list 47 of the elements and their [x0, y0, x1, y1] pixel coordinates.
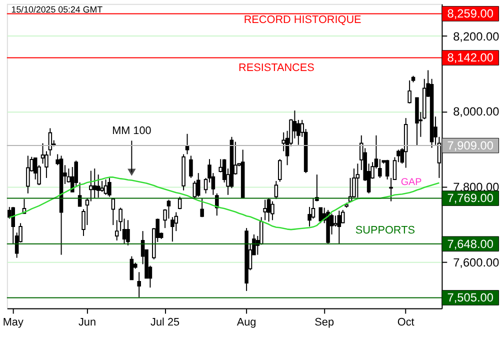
ref-line-label: 8,142.00 [447, 50, 494, 65]
candlestick [40, 142, 45, 164]
candlestick [270, 200, 274, 221]
ref-line-label: 7,909.00 [447, 138, 494, 153]
candlestick [266, 198, 271, 222]
candlestick [26, 155, 30, 194]
candlestick [196, 172, 200, 198]
x-tick-label: Aug [236, 316, 256, 329]
annotation: 15/10/2025 05:24 GMT [11, 4, 104, 15]
candlestick [178, 196, 182, 210]
candlestick [166, 199, 171, 220]
candlestick [111, 198, 116, 226]
candlestick [108, 177, 112, 198]
candlestick [89, 170, 93, 202]
candlestick [278, 158, 282, 182]
x-tick-label: Oct [397, 316, 414, 329]
ref-line-label: 7,648.00 [447, 236, 494, 251]
x-tick-label: Jun [78, 316, 96, 329]
annotation: RESISTANCES [238, 62, 314, 74]
candlestick [356, 163, 360, 198]
candlestick [189, 155, 193, 178]
candlestick [385, 159, 390, 180]
candlestick [137, 272, 141, 298]
candlestick [200, 198, 204, 218]
ref-line-label: 8,259.00 [447, 6, 494, 21]
candlestick [126, 220, 130, 246]
x-tick-label: Jul 25 [150, 316, 180, 329]
y-tick-label: 7,600.00 [453, 255, 500, 270]
candlestick [104, 178, 108, 196]
candlestick [337, 210, 342, 244]
candlestick [263, 199, 267, 221]
x-tick-label: Sep [314, 316, 334, 329]
annotation: GAP [400, 176, 422, 188]
y-tick-label: 8,200.00 [453, 29, 500, 44]
annotation: SUPPORTS [355, 224, 415, 237]
candlestick [130, 256, 134, 280]
candlestick [334, 215, 338, 228]
annotation: RECORD HISTORIQUE [244, 14, 362, 26]
candlestick [92, 168, 97, 199]
ref-line-label: 7,505.00 [447, 290, 494, 305]
x-tick-label: May [2, 316, 24, 329]
candlestick [282, 132, 286, 152]
candlestick [408, 80, 412, 104]
y-tick-label: 8,000.00 [453, 104, 500, 119]
candlestick [100, 180, 104, 192]
text: MM 100 [112, 124, 152, 137]
candlestick [274, 180, 278, 200]
